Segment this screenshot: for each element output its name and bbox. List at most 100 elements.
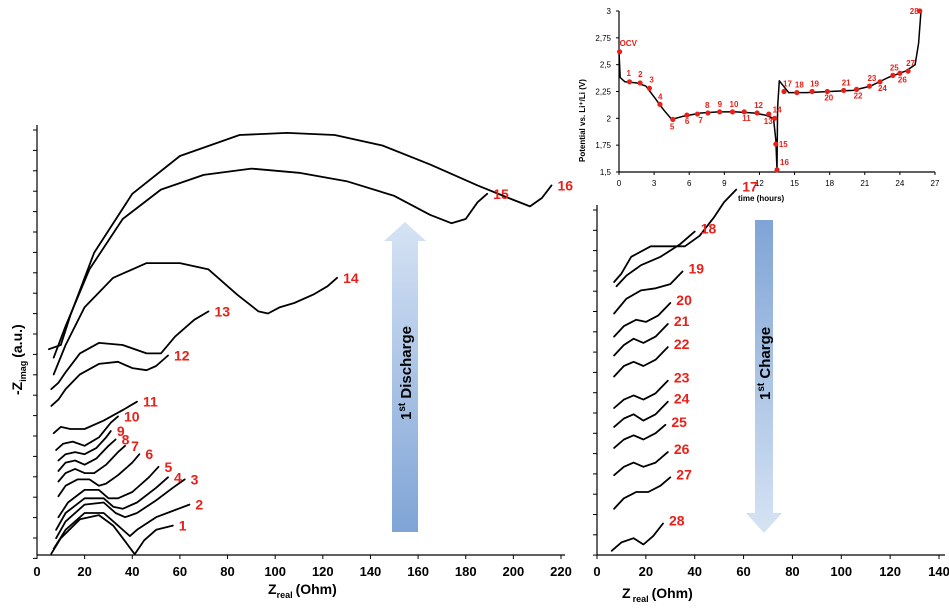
charge-curve-23 <box>613 379 669 409</box>
inset-point-label: 26 <box>898 75 907 84</box>
x-tick-label: 100 <box>830 564 852 579</box>
inset-x-tick-label: 3 <box>652 179 657 188</box>
charge-curves <box>610 188 738 552</box>
inset-point <box>890 72 896 78</box>
charge-curve-21 <box>613 323 669 357</box>
inset-y-tick-label: 2,25 <box>595 88 611 97</box>
charge-curve-18 <box>615 230 696 288</box>
discharge-curve-label: 12 <box>174 348 190 364</box>
discharge-curve-11 <box>52 400 138 435</box>
x-tick-label: 120 <box>312 564 334 579</box>
inset-point <box>877 79 883 85</box>
x-tick-label: 160 <box>407 564 429 579</box>
discharge-panel: 0 20 40 60 80 100 120 140 160 180 200 220 12 3456789… <box>9 125 573 600</box>
inset-x-label: time (hours) <box>738 194 785 203</box>
x-tick-label: 180 <box>455 564 477 579</box>
inset-point-label: 2 <box>638 70 643 79</box>
inset-point <box>905 68 911 74</box>
charge-curve-24 <box>613 400 669 428</box>
x-tick-label: 60 <box>173 564 187 579</box>
charge-curve-label: 18 <box>701 221 717 237</box>
inset-x-tick-label: 9 <box>722 179 727 188</box>
charge-panel: 0 20 40 60 80 100 120 140 171819202122232425262… <box>593 179 949 604</box>
discharge-curve-label: 5 <box>164 459 172 475</box>
inset-point-label: 15 <box>779 140 788 149</box>
inset-point <box>754 110 760 116</box>
x-tick-label: 40 <box>125 564 139 579</box>
charge-curve-label: 23 <box>674 370 690 386</box>
charge-curve-27 <box>613 476 672 510</box>
discharge-curve-4 <box>55 476 169 531</box>
inset-point <box>684 112 690 118</box>
discharge-curve-label: 14 <box>343 270 359 286</box>
inset-x-tick-label: 6 <box>687 179 692 188</box>
x-tick-label: 140 <box>360 564 382 579</box>
y-axis-label: -Zimag(a.u.) <box>9 324 28 395</box>
inset-point-label: 23 <box>867 74 876 83</box>
discharge-curve-label: 6 <box>145 446 153 462</box>
inset-point <box>773 141 779 147</box>
charge-curve-label: 22 <box>674 336 690 352</box>
charge-curve-25 <box>613 423 667 449</box>
discharge-curve-5 <box>57 465 160 519</box>
inset-point-label: 20 <box>824 94 833 103</box>
discharge-curve-label: 9 <box>117 423 125 439</box>
discharge-curve-label: 11 <box>143 394 158 410</box>
inset-point-label: 16 <box>780 158 789 167</box>
inset-point-label: 22 <box>854 91 863 100</box>
discharge-curve-8 <box>57 438 117 472</box>
discharge-curve-label: 15 <box>493 186 509 202</box>
inset-point-label: 6 <box>685 117 690 126</box>
charge-curve-19 <box>613 270 684 315</box>
discharge-curve-label: 1 <box>179 518 187 534</box>
inset-voltage-curve <box>618 10 922 171</box>
x-tick-label: 20 <box>77 564 91 579</box>
inset-y-tick-label: 3 <box>607 7 612 16</box>
charge-curve-label: 25 <box>671 414 687 430</box>
discharge-arrow-shape <box>384 222 426 532</box>
inset-x-tick-label: 27 <box>931 179 940 188</box>
inset-point-label: 21 <box>842 78 851 87</box>
inset-point-label: 12 <box>754 101 763 110</box>
charge-arrow: 1st Charge <box>746 220 782 533</box>
inset-point <box>717 109 723 115</box>
charge-curve-label: 19 <box>689 261 705 277</box>
charge-curve-label: 26 <box>674 441 690 457</box>
inset-point <box>824 88 830 95</box>
charge-arrow-shape <box>746 220 782 533</box>
inset-point-label: 3 <box>649 75 654 84</box>
inset-point-label: OCV <box>620 39 638 48</box>
x-tick-label: 140 <box>928 564 949 579</box>
charge-curve-label: 20 <box>676 292 692 308</box>
inset-x-ticks: 0 3 6 9 12 15 18 21 24 27 <box>617 172 940 188</box>
y-ticks-charge <box>593 209 597 556</box>
x-tick-label: 20 <box>639 564 653 579</box>
x-tick-label: 220 <box>550 564 572 579</box>
discharge-curve-6 <box>57 453 141 498</box>
inset-point <box>841 87 847 94</box>
charge-curve-label: 27 <box>676 466 692 482</box>
charge-curve-28 <box>610 522 664 552</box>
discharge-curve-12 <box>50 354 169 407</box>
charge-labels: 17 18 19 20 21 22 23 24 25 26 27 28 <box>669 179 758 529</box>
inset-point <box>626 79 633 85</box>
discharge-curve-3 <box>55 478 186 540</box>
inset-y-label: Potential vs. Li⁺/Li (V) <box>578 79 587 162</box>
charge-curve-17 <box>613 188 738 283</box>
inset-x-tick-label: 24 <box>895 179 904 188</box>
discharge-curve-label: 13 <box>214 303 230 319</box>
charge-curve-26 <box>613 451 669 477</box>
inset-point-label: 18 <box>795 81 804 90</box>
inset-point <box>657 101 663 107</box>
inset-x-tick-label: 15 <box>790 179 799 188</box>
x-tick-label: 120 <box>879 564 901 579</box>
x-tick-label: 80 <box>785 564 799 579</box>
inset-point <box>646 85 653 91</box>
inset-point <box>772 115 778 121</box>
discharge-arrow: 1st Discharge <box>384 222 426 532</box>
